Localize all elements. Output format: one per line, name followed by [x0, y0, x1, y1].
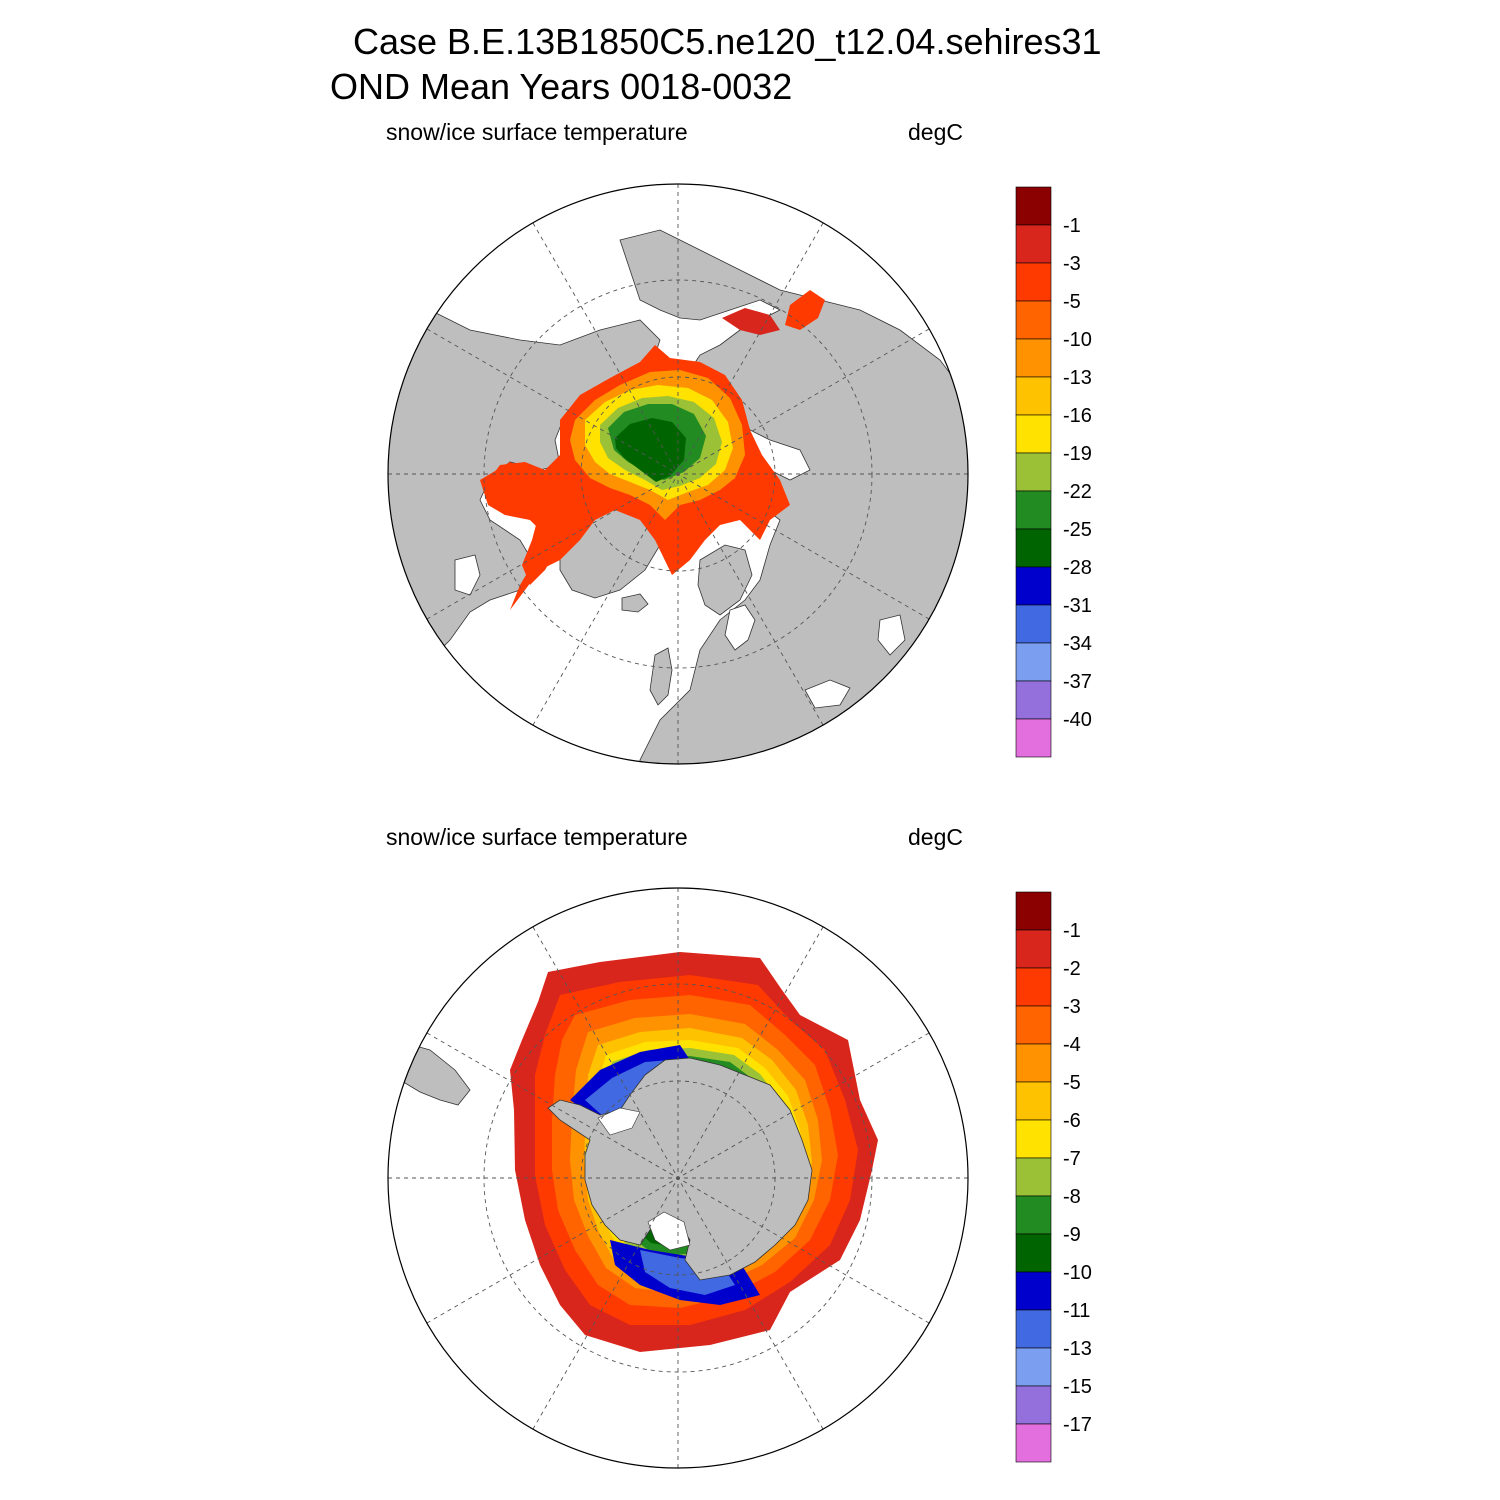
south-panel-units-label: degC: [908, 824, 963, 850]
north-colorbar-label-0: -1: [1063, 215, 1081, 237]
south-colorbar-label-3: -4: [1063, 1034, 1081, 1056]
north-graticule-meridian-120: [426, 328, 930, 620]
south-colorbar-swatch-4: [1015, 1043, 1052, 1083]
north-colorbar-label-1: -3: [1063, 253, 1081, 275]
north-colorbar-swatch-5: [1015, 376, 1052, 416]
north-colorbar-swatch-6: [1015, 414, 1052, 454]
north-colorbar-label-4: -13: [1063, 367, 1092, 389]
north-colorbar-swatch-0: [1015, 186, 1052, 226]
south-graticule: [388, 888, 968, 1468]
south-colorbar-swatch-7: [1015, 1157, 1052, 1197]
north-colorbar-label-7: -22: [1063, 481, 1092, 503]
north-ice-hudson: [480, 462, 530, 515]
south-colorbar-label-8: -9: [1063, 1224, 1081, 1246]
south-colorbar-label-13: -17: [1063, 1414, 1092, 1436]
north-graticule: [388, 184, 968, 764]
south-colorbar-swatch-10: [1015, 1271, 1052, 1311]
south-colorbar-label-6: -7: [1063, 1148, 1081, 1170]
south-polar-map: [387, 887, 969, 1469]
north-colorbar-label-6: -19: [1063, 443, 1092, 465]
north-ice-band-dark-green: [615, 418, 686, 482]
figure-title-line1: Case B.E.13B1850C5.ne120_t12.04.sehires3…: [353, 21, 1102, 62]
south-graticule-meridian-120: [426, 1032, 930, 1324]
north-colorbar-swatch-4: [1015, 338, 1052, 378]
north-colorbar-swatch-1: [1015, 224, 1052, 264]
north-water-hudson-bay: [454, 554, 481, 596]
south-colorbar-label-5: -6: [1063, 1110, 1081, 1132]
north-colorbar-swatch-7: [1015, 452, 1052, 492]
north-colorbar-label-9: -28: [1063, 557, 1092, 579]
south-colorbar-swatch-5: [1015, 1081, 1052, 1121]
north-colorbar: -1 -3 -5 -10 -13 -16 -19 -22 -25 -28 -31 -34 -37 -40: [1015, 186, 1092, 758]
north-colorbar-label-12: -37: [1063, 671, 1092, 693]
south-colorbar-swatch-3: [1015, 1005, 1052, 1045]
south-shelf-ross: [647, 1211, 691, 1251]
north-colorbar-label-13: -40: [1063, 709, 1092, 731]
north-colorbar-swatch-8: [1015, 490, 1052, 530]
south-colorbar-label-2: -3: [1063, 996, 1081, 1018]
north-colorbar-label-2: -5: [1063, 291, 1081, 313]
north-land-uk: [649, 647, 673, 706]
north-colorbar-label-8: -25: [1063, 519, 1092, 541]
north-water-caspian: [877, 614, 906, 656]
north-ice-baffin: [522, 500, 570, 585]
north-land-scandinavia: [697, 544, 753, 616]
north-polar-map: [387, 183, 969, 765]
south-colorbar-swatch-13: [1015, 1385, 1052, 1425]
north-land-iceland: [621, 593, 649, 613]
south-panel-variable-label: snow/ice surface temperature: [386, 824, 688, 850]
north-colorbar-swatch-11: [1015, 604, 1052, 644]
south-ice-shelves: [597, 1107, 691, 1251]
south-colorbar-swatch-14: [1015, 1423, 1052, 1463]
north-colorbar-swatch-9: [1015, 528, 1052, 568]
south-colorbar-swatch-11: [1015, 1309, 1052, 1349]
north-panel-units-label: degC: [908, 119, 963, 145]
south-colorbar-label-4: -5: [1063, 1072, 1081, 1094]
north-colorbar-swatch-10: [1015, 566, 1052, 606]
south-colorbar-swatch-1: [1015, 929, 1052, 969]
north-ice-bering: [722, 308, 780, 335]
north-colorbar-swatch-3: [1015, 300, 1052, 340]
north-colorbar-swatch-13: [1015, 680, 1052, 720]
south-colorbar-label-9: -10: [1063, 1262, 1092, 1284]
north-water-black-sea: [804, 679, 851, 709]
south-colorbar-label-1: -2: [1063, 958, 1081, 980]
south-colorbar-label-0: -1: [1063, 920, 1081, 942]
north-colorbar-swatch-14: [1015, 718, 1052, 758]
north-inland-water: [454, 554, 906, 709]
south-colorbar-label-10: -11: [1063, 1300, 1090, 1322]
south-colorbar-label-11: -13: [1063, 1338, 1092, 1360]
north-panel-variable-label: snow/ice surface temperature: [386, 119, 688, 145]
south-shelf-ronne: [597, 1107, 641, 1136]
south-map-border: [387, 887, 969, 1469]
south-colorbar-swatch-8: [1015, 1195, 1052, 1235]
north-water-baltic: [724, 604, 756, 651]
north-ice-okhotsk: [785, 290, 825, 330]
north-colorbar-swatch-12: [1015, 642, 1052, 682]
south-colorbar-label-12: -15: [1063, 1376, 1092, 1398]
north-colorbar-swatch-2: [1015, 262, 1052, 302]
south-colorbar-swatch-12: [1015, 1347, 1052, 1387]
north-map-border: [387, 183, 969, 765]
south-colorbar-swatch-9: [1015, 1233, 1052, 1273]
north-colorbar-label-11: -34: [1063, 633, 1092, 655]
south-colorbar: -1 -2 -3 -4 -5 -6 -7 -8 -9 -10 -11 -13 -15 -17: [1015, 891, 1092, 1463]
north-colorbar-label-10: -31: [1063, 595, 1092, 617]
south-colorbar-swatch-0: [1015, 891, 1052, 931]
south-colorbar-swatch-6: [1015, 1119, 1052, 1159]
figure-title-line2: OND Mean Years 0018-0032: [330, 66, 793, 107]
north-colorbar-label-3: -10: [1063, 329, 1092, 351]
south-colorbar-label-7: -8: [1063, 1186, 1081, 1208]
south-colorbar-swatch-2: [1015, 967, 1052, 1007]
north-colorbar-label-5: -16: [1063, 405, 1092, 427]
